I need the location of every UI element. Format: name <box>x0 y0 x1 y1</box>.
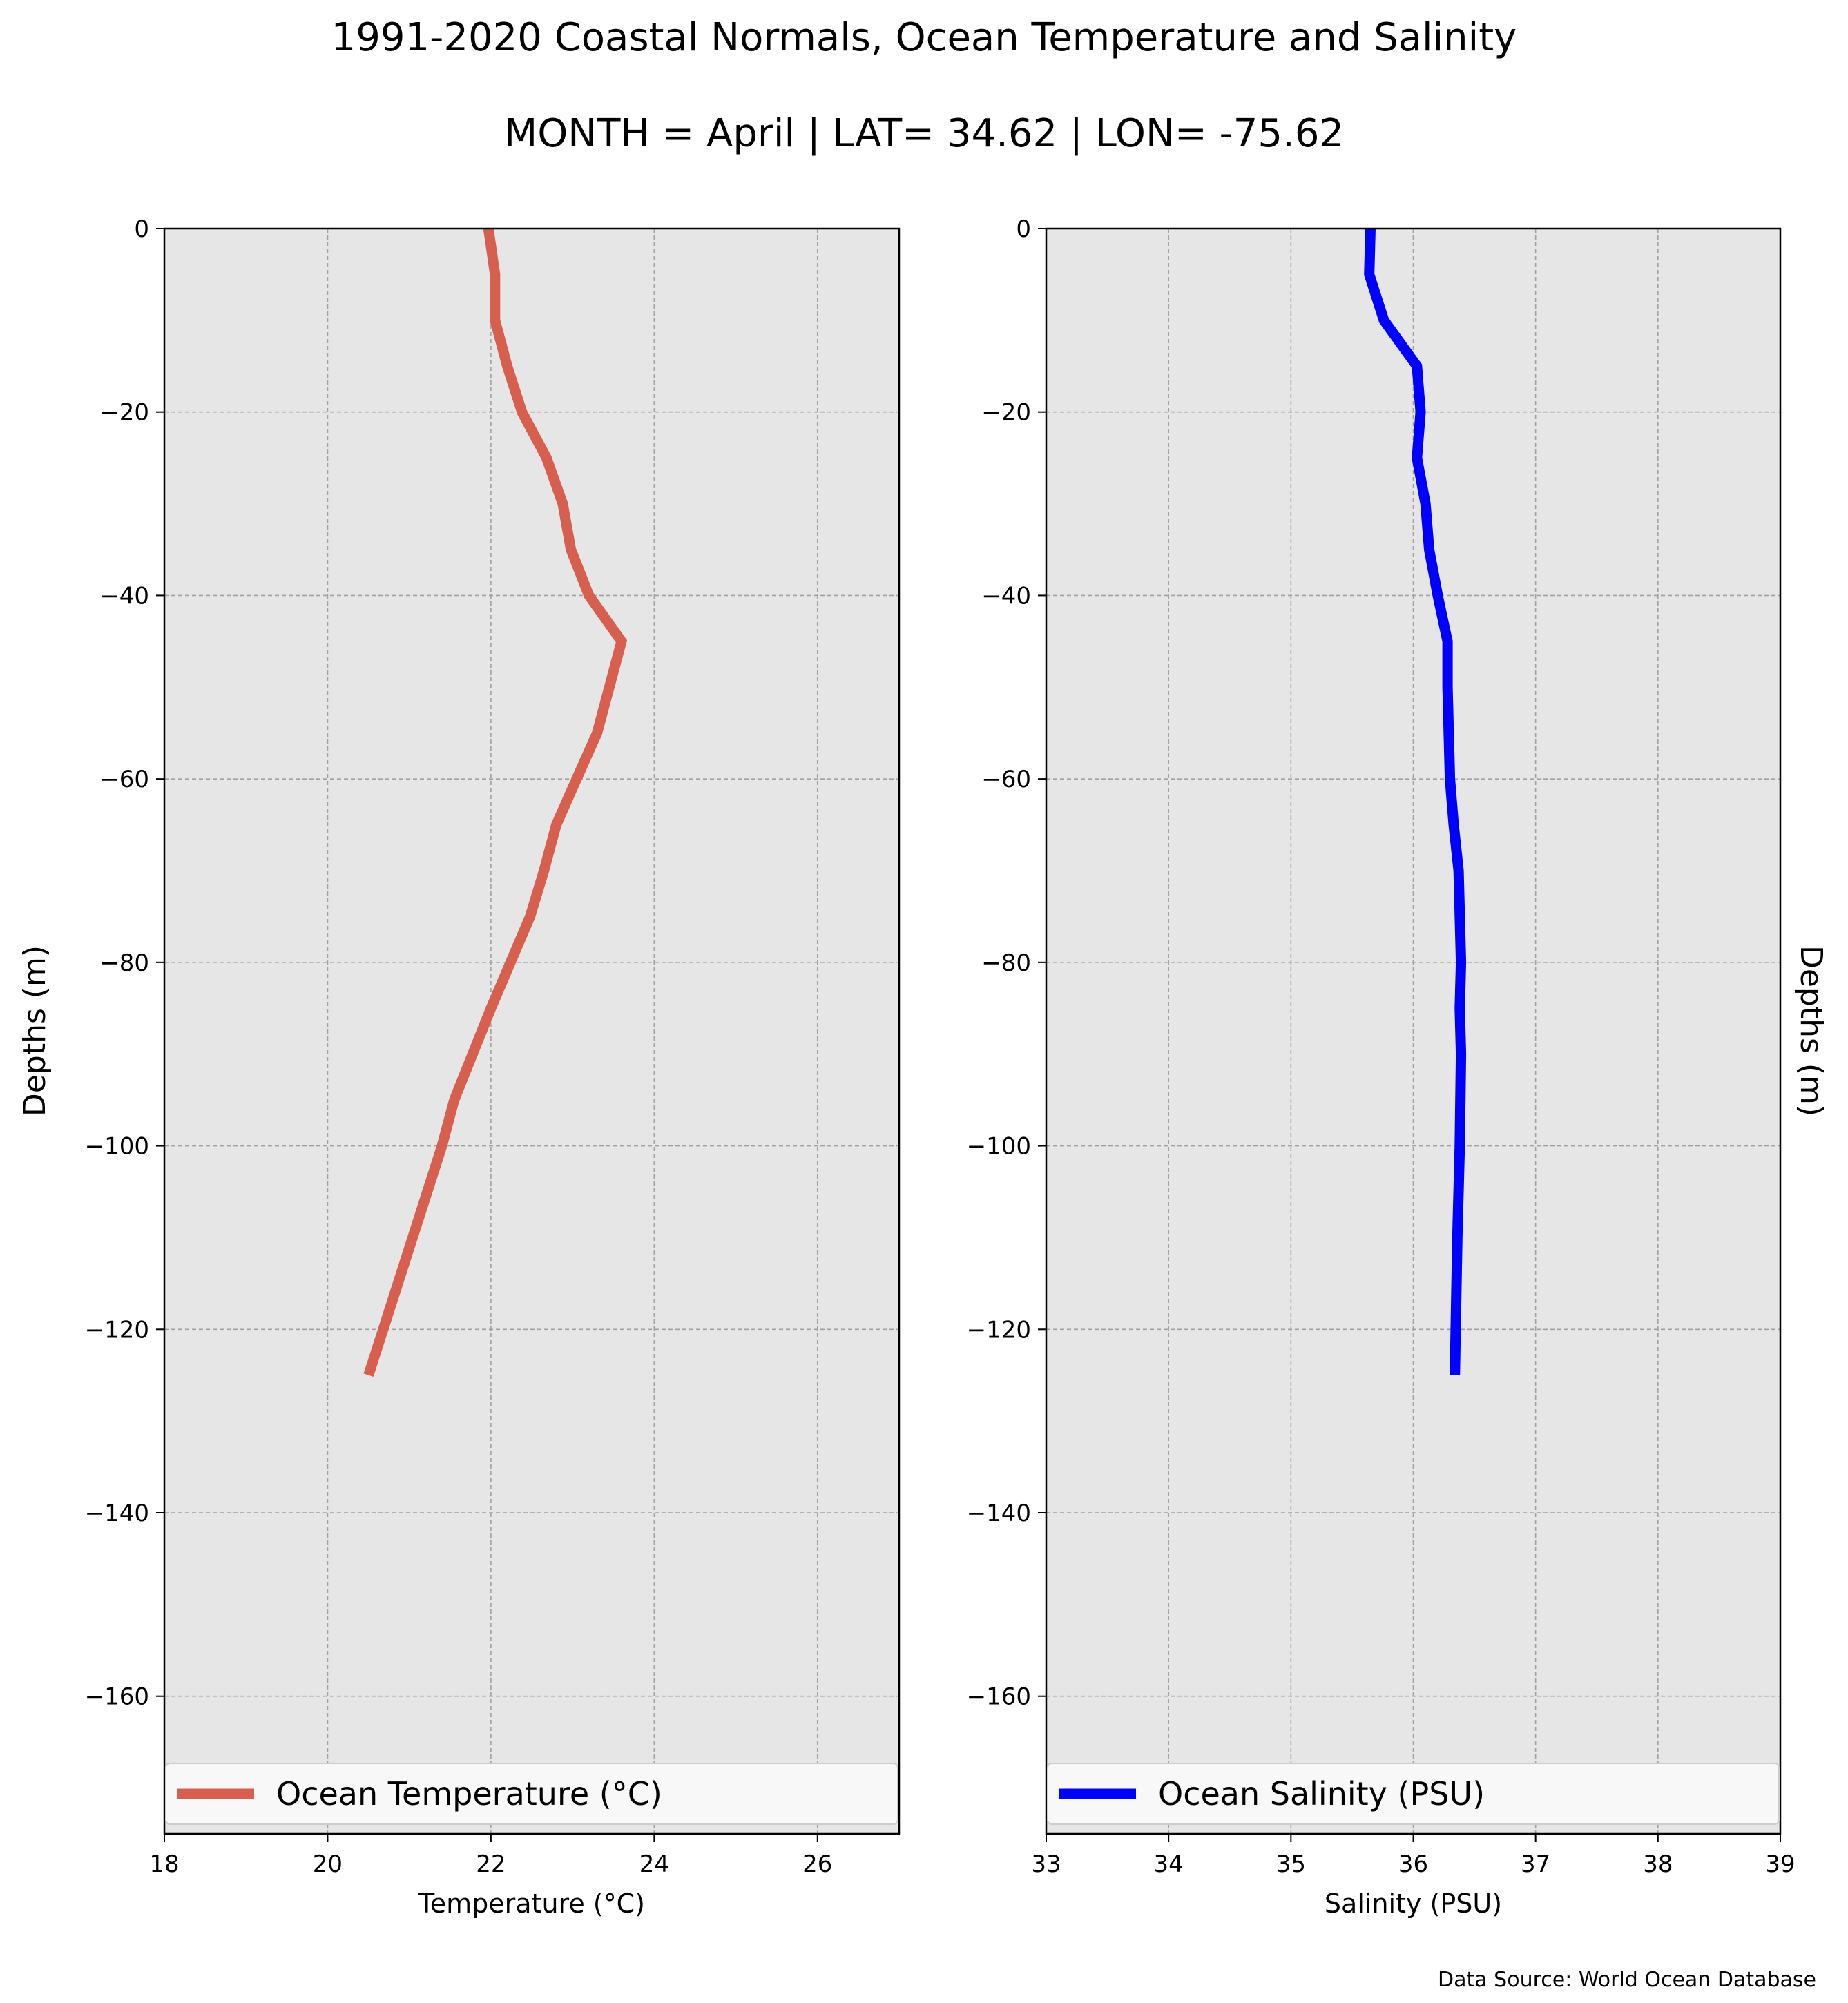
temperature-plot-area <box>164 229 899 1834</box>
salinity-ytick-label: 0 <box>1016 215 1031 243</box>
salinity-legend-label: Ocean Salinity (PSU) <box>1158 1775 1485 1812</box>
salinity-ytick-label: −100 <box>967 1133 1031 1161</box>
temperature-xtick-label: 20 <box>313 1850 343 1878</box>
temperature-yaxis-label: Depths (m) <box>17 945 52 1116</box>
salinity-xaxis-label: Salinity (PSU) <box>1325 1888 1502 1919</box>
temperature-ytick-label: −40 <box>99 582 149 610</box>
salinity-xtick-label: 38 <box>1643 1850 1673 1878</box>
temperature-ytick-label: 0 <box>134 215 149 243</box>
salinity-xtick-label: 33 <box>1031 1850 1061 1878</box>
temperature-ytick-label: −80 <box>99 949 149 977</box>
salinity-ytick-label: −60 <box>981 766 1031 793</box>
chart-subtitle: MONTH = April | LAT= 34.62 | LON= -75.62 <box>504 111 1344 156</box>
salinity-ytick-label: −120 <box>967 1316 1031 1344</box>
salinity-legend-box <box>1047 1763 1780 1825</box>
chart-title: 1991-2020 Coastal Normals, Ocean Tempera… <box>331 15 1517 60</box>
temperature-panel: 18 20 22 24 26 0 −20 −40 −60 −80 −100 −120 −140 −160 T… <box>17 215 901 1919</box>
temperature-series-line <box>363 227 628 1377</box>
salinity-xtick-label: 35 <box>1276 1850 1306 1878</box>
temperature-legend: Ocean Temperature (°C) <box>165 1763 898 1825</box>
salinity-xtick-label: 34 <box>1154 1850 1184 1878</box>
salinity-xtick-label: 36 <box>1398 1850 1428 1878</box>
salinity-yaxis-label: Depths (m) <box>1793 945 1829 1116</box>
temperature-xtick-label: 18 <box>149 1850 179 1878</box>
salinity-ytick-label: −80 <box>981 949 1031 977</box>
salinity-xtick-label: 37 <box>1521 1850 1550 1878</box>
salinity-xtick-label: 39 <box>1765 1850 1795 1878</box>
temperature-xaxis-label: Temperature (°C) <box>418 1888 645 1919</box>
salinity-legend: Ocean Salinity (PSU) <box>1047 1763 1780 1825</box>
temperature-legend-box <box>165 1763 898 1825</box>
temperature-ytick-label: −160 <box>85 1683 149 1711</box>
salinity-ytick-label: −20 <box>981 399 1031 427</box>
temperature-xtick-label: 26 <box>802 1850 832 1878</box>
data-source-note: Data Source: World Ocean Database <box>1438 1968 1816 1992</box>
temperature-legend-label: Ocean Temperature (°C) <box>276 1775 662 1812</box>
temperature-ytick-label: −20 <box>99 399 149 427</box>
temperature-ytick-label: −140 <box>85 1500 149 1527</box>
salinity-ytick-label: −140 <box>967 1500 1031 1527</box>
temperature-ytick-label: −120 <box>85 1316 149 1344</box>
temperature-ytick-label: −60 <box>99 766 149 793</box>
temperature-xtick-label: 24 <box>639 1850 669 1878</box>
salinity-ytick-label: −40 <box>981 582 1031 610</box>
temperature-ytick-label: −100 <box>85 1133 149 1161</box>
salinity-ytick-label: −160 <box>967 1683 1031 1711</box>
temperature-xtick-label: 22 <box>476 1850 506 1878</box>
salinity-series-line <box>1364 228 1467 1375</box>
temperature-axes-frame <box>163 227 901 1835</box>
salinity-panel: 33 34 35 36 37 38 39 0 −20 −40 −60 −80 −100 −120 −140 −… <box>967 215 1829 1919</box>
